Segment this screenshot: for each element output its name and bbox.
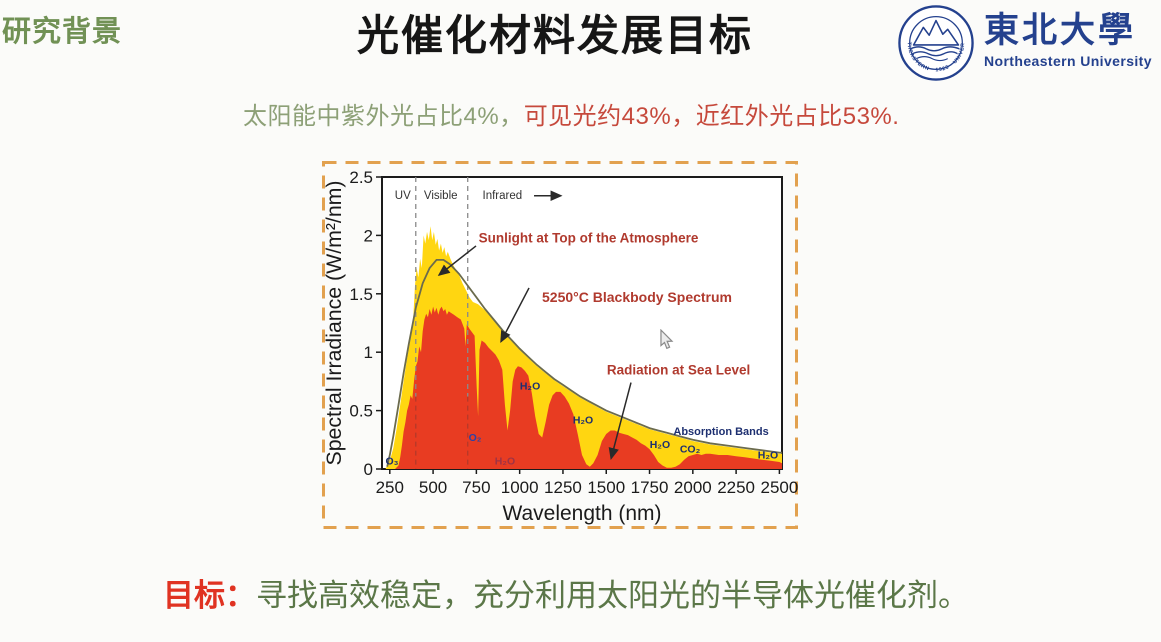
y-tick-label: 1.5 [349,285,373,304]
x-tick-label: 250 [376,478,404,497]
wave-icon [912,51,958,57]
x-tick-label: 1500 [587,478,625,497]
wave-icon [910,46,960,52]
y-axis-title: Spectral Irradiance (W/m²/nm) [323,181,346,466]
page-title: 光催化材料发展目标 [357,12,754,59]
blackbody-curve [386,259,782,467]
logo-english-name: Northeastern University [984,52,1152,69]
region-label: Infrared [483,190,523,202]
y-tick-label: 1 [364,343,373,362]
x-tick-label: 2500 [760,478,798,497]
chart-annotation: CO₂ [680,444,701,456]
section-label: 研究背景 [2,16,123,48]
chart-annotation: 5250°C Blackbody Spectrum [542,289,732,305]
logo-chinese-name: 東北大學 [984,11,1137,50]
x-tick-label: 1750 [631,478,669,497]
chart-annotation: Sunlight at Top of the Atmosphere [479,230,699,245]
x-tick-label: 1000 [501,478,539,497]
annotation-arrow [437,245,477,277]
chart-annotation: Absorption Bands [673,426,768,438]
x-tick-label: 500 [419,478,447,497]
annotation-arrow [500,287,530,344]
region-label: UV [395,190,411,202]
chart-annotation: H₂O [495,455,515,467]
mountain-icon [912,19,960,46]
chart-annotation: H₂O [758,449,778,461]
y-tick-label: 2.5 [349,168,373,187]
wave-icon [916,56,948,62]
goal-text: 寻找高效稳定，充分利用太阳光的半导体光催化剂。 [256,578,969,613]
annotation-arrow [608,382,632,460]
subtitle-part1: 太阳能中紫外光占比4%， [243,103,524,130]
y-tick-label: 0.5 [349,402,373,421]
x-tick-label: 1250 [544,478,582,497]
x-tick-label: 750 [462,478,490,497]
x-axis-title: Wavelength (nm) [502,502,661,525]
chart-annotation: Radiation at Sea Level [607,362,750,377]
chart-annotation: O₃ [386,455,399,467]
mouse-cursor-icon [660,329,674,350]
goal-statement: 目标：寻找高效稳定，充分利用太阳光的半导体光催化剂。 [163,570,969,615]
goal-label: 目标： [163,578,256,613]
region-label: Visible [424,190,458,202]
chart-annotation: H₂O [520,381,540,393]
series-area-1 [395,306,782,469]
solar-spectrum-figure: 250 500 750 1000 1250 1500 1750 2000 2250 2500 0 0.… [321,160,799,531]
x-tick-label: 2250 [717,478,755,497]
chart-annotation: O₂ [469,432,482,444]
subtitle-part2: 可见光约43%，近红外光占比53%. [523,103,900,130]
university-logo: NORTHEASTERN · 1923 · UNIVERSITY 東北大學 No… [897,3,1152,83]
solar-spectrum-chart: 250 500 750 1000 1250 1500 1750 2000 2250 2500 0 0.… [322,161,798,529]
x-tick-label: 2000 [674,478,712,497]
y-tick-label: 2 [364,226,373,245]
y-tick-label: 0 [364,460,373,479]
chart-annotation: H₂O [573,414,593,426]
solar-composition-subtitle: 太阳能中紫外光占比4%，可见光约43%，近红外光占比53%. [243,96,899,131]
chart-annotation: H₂O [650,439,670,451]
university-seal-icon: NORTHEASTERN · 1923 · UNIVERSITY [897,3,974,81]
